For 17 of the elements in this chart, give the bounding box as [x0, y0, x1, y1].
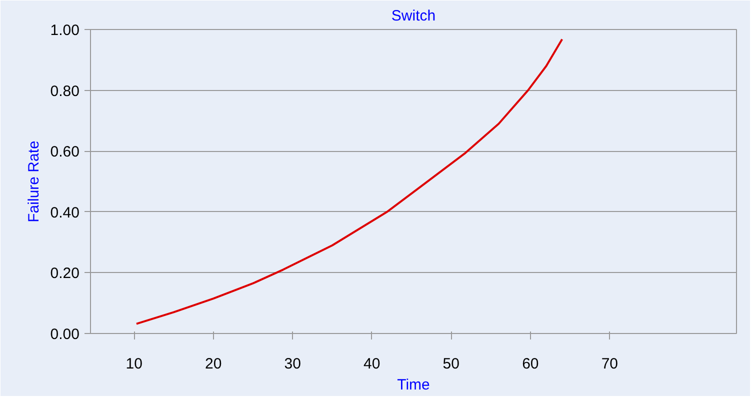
- y-tick-label: 0.20: [50, 265, 80, 282]
- x-tick-label: 10: [126, 356, 142, 372]
- x-tick-label: 20: [205, 356, 222, 372]
- x-tick-label: 40: [364, 356, 380, 372]
- x-tick-label: 30: [284, 356, 301, 372]
- x-axis-title: Time: [397, 376, 430, 394]
- y-tick-label: 0.00: [50, 326, 80, 343]
- y-tick-label: 0.80: [50, 82, 80, 100]
- line-series: [135, 38, 564, 325]
- y-tick-label: 0.40: [50, 204, 80, 222]
- chart-title: Switch: [391, 8, 436, 24]
- x-tick-label: 60: [522, 356, 539, 372]
- x-tick-label: 70: [601, 356, 618, 372]
- y-tick-label: 1.00: [50, 22, 80, 39]
- x-tick-label: 50: [442, 356, 460, 372]
- y-axis-title: Failure Rate: [25, 140, 42, 222]
- y-tick-label: 0.60: [50, 144, 80, 161]
